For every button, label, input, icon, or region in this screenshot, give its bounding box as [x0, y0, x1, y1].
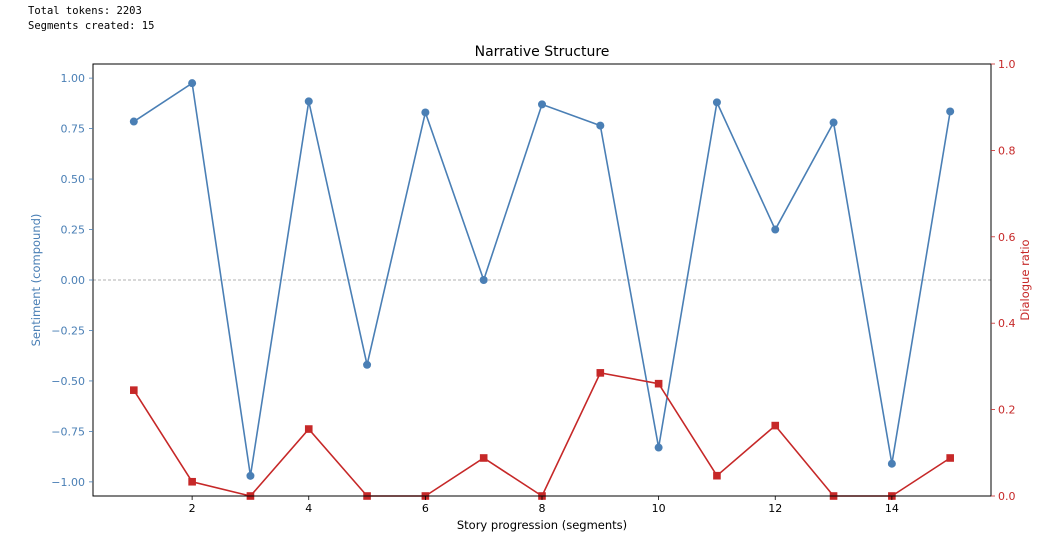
- sentiment-point: [479, 276, 488, 284]
- sentiment-line: [133, 81, 951, 476]
- sentiment-point: [188, 79, 197, 88]
- sentiment-point: [304, 97, 313, 106]
- sentiment-point: [421, 108, 430, 117]
- sentiment-point: [538, 100, 546, 109]
- x-tick-label: 2: [189, 502, 196, 515]
- y2-tick-label: 0.2: [998, 404, 1016, 417]
- dialogue-ratio-point: [654, 379, 663, 388]
- y-tick-label: 0.50: [61, 173, 86, 186]
- y-axis-label: Sentiment (compound): [29, 214, 43, 347]
- y2-tick-label: 0.0: [998, 490, 1016, 503]
- x-tick-label: 8: [539, 502, 546, 515]
- x-tick-label: 10: [652, 502, 666, 515]
- y-tick-label: 1.00: [61, 72, 86, 85]
- sentiment-point: [363, 360, 372, 369]
- y2-axis-label: Dialogue ratio: [1018, 239, 1032, 320]
- segments-created-line: Segments created: 15: [28, 20, 155, 32]
- y-tick-label: −0.50: [51, 375, 85, 388]
- dialogue-ratio-point: [713, 471, 721, 480]
- total-tokens-line: Total tokens: 2203: [28, 5, 142, 17]
- y2-tick-label: 1.0: [998, 58, 1016, 71]
- x-tick-label: 14: [885, 502, 899, 515]
- x-axis-label: Story progression (segments): [457, 518, 627, 532]
- sentiment-point: [712, 98, 721, 107]
- sentiment-point: [129, 117, 138, 126]
- series-layer: [129, 79, 955, 500]
- sentiment-point: [596, 121, 605, 130]
- axes-layer: 2 4 6 8 10 12 14 1.00 0.75 0.50 0.25 0.00 −0.25 −0.50…: [51, 58, 1015, 515]
- plot-frame: [92, 63, 992, 497]
- y2-tick-label: 0.4: [998, 317, 1016, 330]
- x-tick-label: 4: [305, 502, 312, 515]
- sentiment-point: [654, 443, 663, 452]
- sentiment-point: [829, 118, 838, 127]
- dialogue-ratio-point: [596, 369, 605, 377]
- y2-tick-label: 0.8: [998, 144, 1016, 157]
- sentiment-point: [771, 225, 780, 234]
- x-tick-label: 12: [768, 502, 782, 515]
- console-output: Total tokens: 2203 Segments created: 15: [28, 4, 154, 34]
- y2-tick-label: 0.6: [998, 231, 1016, 244]
- y-tick-label: −0.75: [51, 425, 85, 438]
- sentiment-point: [246, 471, 255, 480]
- dialogue-ratio-point: [188, 477, 196, 486]
- y-tick-label: 0.25: [61, 224, 86, 237]
- y-tick-label: 0.00: [61, 274, 86, 287]
- x-tick-label: 6: [422, 502, 429, 515]
- y-tick-label: −0.25: [51, 324, 85, 337]
- chart-title: Narrative Structure: [475, 44, 610, 60]
- dialogue-ratio-point: [479, 454, 488, 462]
- y-tick-label: −1.00: [51, 476, 85, 489]
- sentiment-point: [887, 459, 896, 468]
- y-tick-label: 0.75: [61, 123, 86, 136]
- dialogue-ratio-point: [304, 425, 313, 433]
- dialogue-ratio-point: [130, 386, 138, 394]
- sentiment-point: [946, 107, 955, 116]
- dialogue-ratio-point: [771, 421, 780, 430]
- dialogue-ratio-point: [946, 454, 954, 462]
